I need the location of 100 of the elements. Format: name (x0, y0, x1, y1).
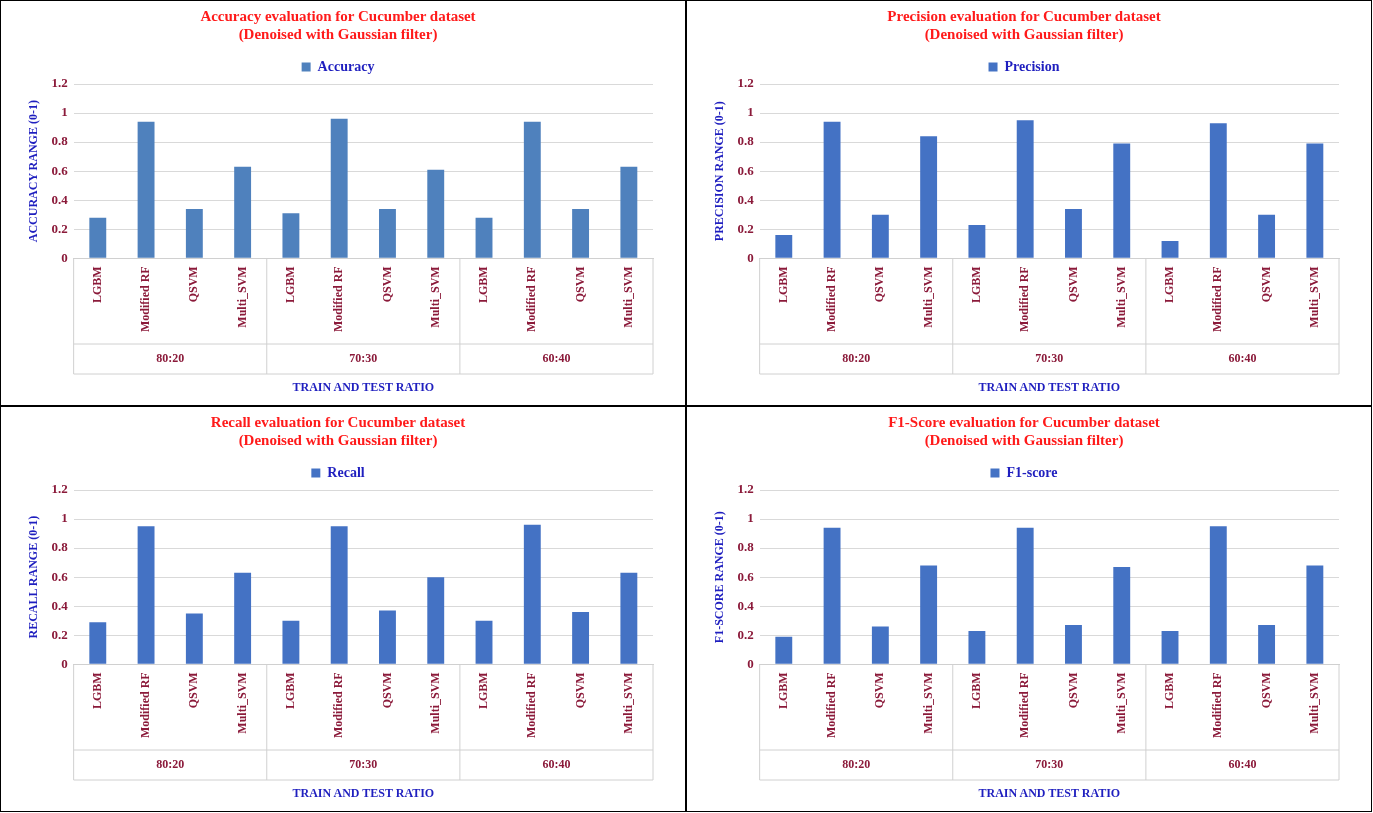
bar (1065, 208, 1082, 258)
text: 80:20 (156, 757, 185, 772)
x-tick-label: QSVM (1065, 672, 1080, 709)
bar (620, 166, 638, 258)
bar (427, 169, 445, 258)
x-tick-label: QSVM (872, 266, 887, 303)
chart-title: Precision evaluation for Cucumber dataset (887, 7, 1161, 24)
y-tick-label: 1.2 (737, 481, 754, 497)
x-tick-label: Modified RF (1210, 672, 1225, 739)
y-tick-label: 0.2 (737, 626, 754, 642)
bar (475, 620, 493, 664)
y-tick-label: 1.2 (737, 75, 754, 91)
x-tick-label: Modified RF (1210, 266, 1225, 333)
bar (920, 136, 938, 258)
y-tick-label: 0 (61, 249, 68, 265)
x-axis-title: TRAIN AND TEST RATIO (978, 380, 1121, 395)
x-tick-label: QSVM (379, 672, 394, 709)
x-tick-label: Multi_SVM (920, 266, 935, 328)
x-tick-label: QSVM (186, 266, 201, 303)
bar (234, 572, 252, 664)
chart-subtitle: (Denoised with Gaussian filter) (924, 25, 1124, 43)
y-tick-label: 0.6 (51, 162, 69, 178)
text: 80:20 (842, 757, 871, 772)
y-tick-label: 0.4 (51, 597, 69, 613)
y-axis-title: F1-SCORE RANGE (0-1) (712, 511, 727, 644)
y-tick-label: 0.6 (737, 568, 755, 584)
text: 70:30 (1035, 757, 1064, 772)
x-tick-label: LGBM (476, 266, 491, 304)
bar (330, 118, 348, 258)
y-tick-label: 1 (747, 104, 754, 120)
text: 70:30 (349, 351, 378, 366)
bar (920, 565, 938, 664)
x-tick-label: QSVM (1065, 266, 1080, 303)
x-tick-label: Modified RF (524, 266, 539, 333)
chart-subtitle: (Denoised with Gaussian filter) (238, 431, 438, 449)
y-tick-label: 0 (61, 655, 68, 671)
chart-title: Accuracy evaluation for Cucumber dataset (200, 7, 476, 24)
bar (379, 208, 396, 258)
x-tick-label: Modified RF (331, 672, 346, 739)
x-tick-label: QSVM (872, 672, 887, 709)
bar (1258, 625, 1276, 664)
bar (775, 235, 793, 258)
bar (1306, 565, 1324, 664)
text: 60:40 (1228, 757, 1257, 772)
x-tick-label: Multi_SVM (427, 266, 442, 328)
y-tick-label: 0.2 (737, 220, 754, 236)
y-tick-label: 0.8 (51, 539, 69, 555)
y-tick-label: 0.8 (737, 539, 755, 555)
x-tick-label: Modified RF (331, 266, 346, 333)
x-tick-label: QSVM (1258, 672, 1273, 709)
bar (379, 610, 396, 664)
x-axis-title: TRAIN AND TEST RATIO (978, 786, 1121, 801)
bar (234, 166, 252, 258)
bar (282, 620, 300, 664)
x-tick-label: Multi_SVM (1113, 672, 1128, 734)
x-tick-label: LGBM (969, 672, 983, 710)
x-tick-label: Modified RF (524, 672, 539, 739)
x-tick-label: LGBM (89, 672, 104, 710)
bar (1113, 567, 1131, 664)
bar (475, 217, 493, 258)
x-tick-label: Modified RF (138, 672, 153, 739)
bar (572, 208, 590, 258)
bar (1016, 527, 1034, 664)
y-tick-label: 0 (747, 655, 754, 671)
x-tick-label: LGBM (1162, 672, 1177, 710)
y-tick-label: 0.4 (737, 191, 755, 207)
y-axis-title: RECALL RANGE (0-1) (26, 515, 41, 639)
bar (1209, 123, 1227, 258)
bar (137, 121, 155, 258)
x-tick-label: Multi_SVM (234, 266, 249, 328)
text: 80:20 (156, 351, 185, 366)
bar (1016, 120, 1034, 258)
x-axis-title: TRAIN AND TEST RATIO (292, 786, 435, 801)
bar (1306, 143, 1324, 258)
x-axis-title: TRAIN AND TEST RATIO (292, 380, 435, 395)
y-tick-label: 0.2 (51, 220, 68, 236)
y-tick-label: 1.2 (51, 75, 68, 91)
y-tick-label: 0.4 (51, 191, 69, 207)
bar (137, 526, 155, 664)
y-tick-label: 0.2 (51, 626, 68, 642)
x-tick-label: QSVM (572, 672, 587, 709)
bar (871, 626, 889, 664)
x-tick-label: LGBM (775, 672, 790, 710)
y-tick-label: 0 (747, 249, 754, 265)
y-axis-title: ACCURACY RANGE (0-1) (26, 100, 41, 243)
legend-label: Recall (327, 464, 365, 480)
legend-label: Accuracy (317, 58, 375, 74)
bar (1065, 625, 1082, 664)
x-tick-label: QSVM (186, 672, 201, 709)
x-tick-label: Modified RF (824, 672, 839, 739)
x-tick-label: LGBM (1162, 266, 1177, 304)
legend-label: F1-score (1006, 464, 1058, 480)
chart-subtitle: (Denoised with Gaussian filter) (924, 431, 1124, 449)
x-tick-label: Modified RF (824, 266, 839, 333)
bar (775, 636, 793, 664)
bar (871, 214, 889, 258)
y-tick-label: 0.4 (737, 597, 755, 613)
text: 70:30 (349, 757, 378, 772)
bar (282, 213, 300, 258)
x-tick-label: Multi_SVM (620, 672, 635, 734)
